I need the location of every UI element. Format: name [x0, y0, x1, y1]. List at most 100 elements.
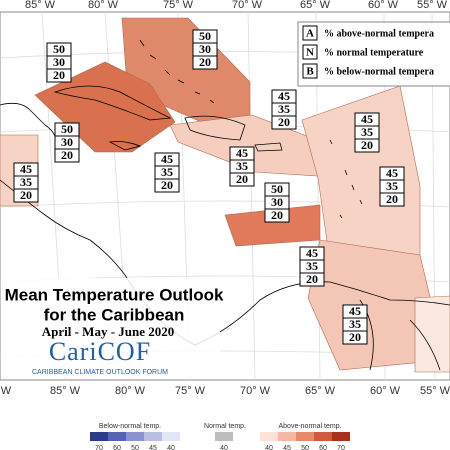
key-letter: N — [306, 47, 314, 59]
key-letter-box — [302, 44, 318, 60]
longitude-label: 55° W — [420, 385, 450, 397]
title: Mean Temperature Outlook — [5, 285, 224, 304]
longitude-label: 65° W — [305, 385, 336, 397]
outlook-value: 20 — [161, 178, 173, 192]
outlook-value: 20 — [278, 115, 290, 129]
colorbar-swatch — [162, 432, 180, 441]
colorbar-swatch — [126, 432, 144, 441]
outlook-cell — [379, 192, 405, 207]
longitude-label: 55° W — [417, 0, 448, 11]
outlook-value: 45 — [306, 246, 318, 260]
outlook-value: 45 — [386, 166, 398, 180]
key-letter: B — [306, 66, 314, 78]
longitude-label: W — [1, 385, 12, 397]
colorbar-tick: 40 — [220, 445, 228, 450]
colorbar-tick: 45 — [283, 445, 291, 450]
longitude-label: 80° W — [88, 0, 119, 11]
key-letter-box — [302, 25, 318, 41]
longitude-label: 75° W — [175, 385, 206, 397]
outlook-cell — [192, 55, 218, 70]
outlook-cell — [271, 115, 297, 130]
season: April - May - June 2020 — [42, 324, 175, 339]
key-letter: A — [306, 28, 314, 40]
colorbar-swatch — [332, 432, 350, 441]
key-box — [297, 21, 450, 87]
outlook-value: 35 — [161, 165, 173, 179]
longitude-label: 60° W — [368, 0, 399, 11]
outlook-value: 45 — [236, 146, 248, 160]
outlook-value: 45 — [20, 162, 32, 176]
outlook-value: 35 — [361, 125, 373, 139]
outlook-value: 45 — [361, 112, 373, 126]
outlook-value: 20 — [271, 208, 283, 222]
bottom-longitudes: W 85° W 80° W 75° W 70° W 65° W 60° W 55° W — [1, 385, 450, 397]
outlook-value: 35 — [278, 102, 290, 116]
colorbar-tick: 70 — [95, 445, 103, 450]
colorbar-tick: 60 — [113, 445, 121, 450]
colorbar-swatch — [215, 432, 233, 441]
colorbar-swatch — [314, 432, 332, 441]
outlook-value: 20 — [386, 192, 398, 206]
key-text: % normal temperature — [324, 47, 424, 58]
outlook-value: 20 — [236, 172, 248, 186]
outlook-value: 20 — [361, 138, 373, 152]
longitude-label: 60° W — [370, 385, 401, 397]
key-text: % above-normal tempera — [324, 28, 434, 39]
title-backdrop — [2, 278, 220, 378]
colorbar-tick: 40 — [167, 445, 175, 450]
outlook-value: 20 — [306, 272, 318, 286]
key-text: % below-normal tempera — [324, 66, 434, 77]
longitude-label: 65° W — [300, 0, 331, 11]
colorbar-tick: 50 — [301, 445, 309, 450]
outlook-cell — [299, 272, 325, 287]
outlook-value: 35 — [306, 259, 318, 273]
subtitle: for the Caribbean — [44, 305, 185, 324]
outlook-value: 35 — [20, 175, 32, 189]
outlook-value: 20 — [199, 55, 211, 69]
colorbar-swatch — [260, 432, 278, 441]
colorbar-swatch — [144, 432, 162, 441]
colorbar-tick: 50 — [131, 445, 139, 450]
longitude-label: 80° W — [115, 385, 146, 397]
outlook-cell — [154, 178, 180, 193]
longitude-label: 85° W — [25, 0, 56, 11]
outlook-value: 30 — [199, 42, 211, 56]
top-longitudes: 85° W 80° W 75° W 70° W 65° W 60° W 55° W — [25, 0, 448, 11]
outlook-cell — [354, 138, 380, 153]
outlook-value: 20 — [20, 188, 32, 202]
key-rows: A % above-normal tempera N % normal tempera… — [302, 25, 434, 79]
outlook-value: 45 — [278, 89, 290, 103]
outlook-value: 45 — [349, 304, 361, 318]
outlook-value: 35 — [236, 159, 248, 173]
region — [34, 61, 176, 153]
outlook-value: 50 — [199, 29, 211, 43]
logo-tagline: CARIBBEAN CLIMATE OUTLOOK FORUM — [32, 369, 168, 376]
outlook-cell — [54, 148, 80, 163]
outlook-cell — [13, 188, 39, 203]
logo: CariCOF — [49, 337, 151, 366]
outlook-value: 30 — [271, 195, 283, 209]
colorbar-swatch — [278, 432, 296, 441]
region — [414, 295, 450, 373]
colorbar-tick: 40 — [265, 445, 273, 450]
outlook-value: 35 — [386, 179, 398, 193]
outlook-value: 45 — [161, 152, 173, 166]
longitude-label: 85° W — [50, 385, 81, 397]
colorbar-tick: 45 — [149, 445, 157, 450]
longitude-label: 70° W — [232, 0, 263, 11]
longitude-label: 70° W — [240, 385, 271, 397]
